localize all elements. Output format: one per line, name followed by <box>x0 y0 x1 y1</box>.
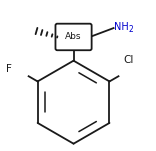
Text: Abs: Abs <box>65 32 82 42</box>
Text: F: F <box>6 64 12 74</box>
Text: 2: 2 <box>128 26 133 34</box>
Text: Cl: Cl <box>123 55 134 65</box>
FancyBboxPatch shape <box>56 24 92 50</box>
Text: NH: NH <box>114 22 129 32</box>
